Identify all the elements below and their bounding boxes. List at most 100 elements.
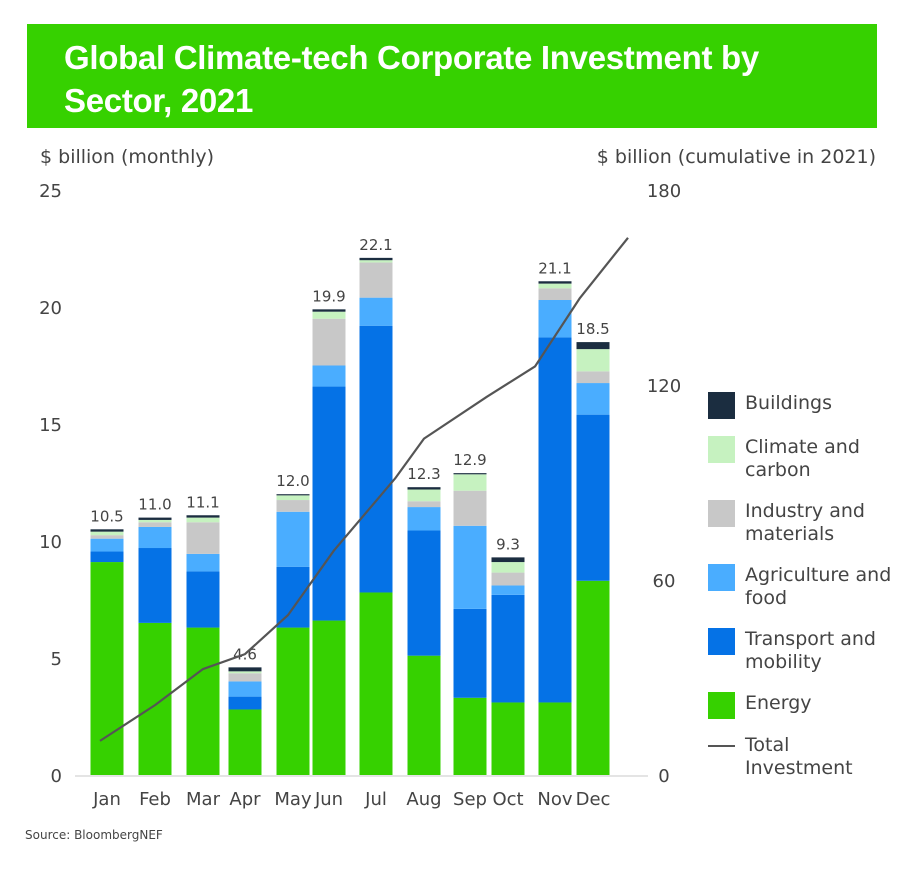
bar-segment-climate-and-carbon: [407, 489, 441, 502]
bar-segment-industry-and-materials: [491, 572, 525, 586]
bar-segment-energy: [359, 592, 393, 775]
bar-segment-buildings: [186, 515, 220, 518]
y-tick-label: 15: [39, 415, 62, 436]
bar-segment-climate-and-carbon: [138, 519, 172, 523]
y-tick-label: 20: [39, 298, 62, 319]
x-tick-label: May: [274, 789, 312, 810]
data-label: 12.0: [276, 472, 309, 490]
y-tick-label: 10: [39, 532, 62, 553]
bar-segment-climate-and-carbon: [453, 474, 487, 491]
bar-segment-transport-and-mobility: [138, 548, 172, 623]
data-label: 18.5: [576, 320, 609, 338]
y-tick-label: 25: [39, 181, 62, 202]
y-right-tick-label: 180: [647, 181, 681, 202]
x-tick-label: Dec: [576, 789, 611, 810]
bar-segment-energy: [576, 580, 610, 775]
bar-segment-industry-and-materials: [186, 522, 220, 554]
bar-segment-agriculture-and-food: [359, 297, 393, 326]
y-right-tick-label: 60: [653, 571, 676, 592]
bar-segment-transport-and-mobility: [312, 386, 346, 621]
chart-title: Global Climate-tech Corporate Investment…: [64, 39, 759, 119]
bar-segment-industry-and-materials: [576, 371, 610, 384]
bar-segment-buildings: [491, 557, 525, 563]
bar-segment-climate-and-carbon: [491, 562, 525, 573]
bar-segment-buildings: [359, 257, 393, 261]
bar-segment-industry-and-materials: [312, 318, 346, 366]
legend-label: Agriculture and food: [745, 564, 892, 609]
bar-segment-agriculture-and-food: [453, 525, 487, 609]
bar-segment-industry-and-materials: [276, 500, 310, 512]
legend-swatch: [708, 692, 735, 719]
x-tick-label: Nov: [537, 789, 572, 810]
legend-swatch: [708, 392, 735, 419]
bar-segment-agriculture-and-food: [228, 681, 262, 697]
bar-segment-energy: [453, 697, 487, 775]
bar-segment-climate-and-carbon: [276, 495, 310, 501]
bar-segment-agriculture-and-food: [276, 511, 310, 567]
bar-segment-buildings: [138, 517, 172, 520]
legend-label: Buildings: [745, 392, 832, 414]
bar-segment-transport-and-mobility: [491, 594, 525, 703]
bar-segment-industry-and-materials: [453, 490, 487, 526]
bar-segment-energy: [138, 622, 172, 775]
data-label: 10.5: [90, 507, 123, 525]
bar-segment-industry-and-materials: [228, 673, 262, 682]
total-investment-line: [99, 237, 629, 742]
bar-segment-climate-and-carbon: [90, 531, 124, 536]
legend-swatch: [708, 564, 735, 591]
legend-label: Total Investment: [745, 734, 853, 779]
bar-segment-agriculture-and-food: [138, 526, 172, 549]
bar-segment-transport-and-mobility: [186, 571, 220, 628]
legend-swatch: [708, 500, 735, 527]
legend-item: Agriculture and food: [708, 564, 895, 610]
legend-swatch: [708, 436, 735, 463]
bar-segment-transport-and-mobility: [538, 337, 572, 703]
bar-segment-industry-and-materials: [538, 288, 572, 300]
legend-label: Industry and materials: [745, 500, 865, 545]
bar-segment-buildings: [90, 529, 124, 532]
legend-item: Energy: [708, 692, 812, 719]
x-tick-label: Jul: [364, 789, 387, 810]
legend-item: Climate and carbon: [708, 436, 895, 482]
bar-segment-agriculture-and-food: [576, 383, 610, 415]
data-label: 9.3: [496, 535, 520, 553]
legend-label: Energy: [745, 692, 812, 714]
bar-segment-climate-and-carbon: [538, 283, 572, 289]
x-tick-label: Apr: [229, 789, 261, 810]
bar-segment-transport-and-mobility: [276, 566, 310, 628]
title-banner: Global Climate-tech Corporate Investment…: [27, 24, 877, 128]
y-tick-label: 0: [51, 766, 62, 787]
bar-segment-energy: [90, 562, 124, 775]
legend-item: Buildings: [708, 392, 832, 419]
bar-segment-buildings: [407, 487, 441, 490]
bar-segment-transport-and-mobility: [228, 696, 262, 710]
legend-label: Climate and carbon: [745, 436, 860, 481]
bar-segment-energy: [228, 709, 262, 775]
bar-segment-transport-and-mobility: [453, 608, 487, 698]
bar-segment-industry-and-materials: [90, 535, 124, 539]
y-right-tick-label: 120: [647, 376, 681, 397]
legend-swatch: [708, 745, 735, 747]
bar-segment-industry-and-materials: [407, 501, 441, 508]
left-axis-title: $ billion (monthly): [40, 146, 215, 168]
bar-segment-buildings: [228, 667, 262, 672]
source-note: Source: BloombergNEF: [25, 828, 163, 842]
x-tick-label: Mar: [186, 789, 221, 810]
bar-segment-buildings: [276, 494, 310, 496]
bar-segment-transport-and-mobility: [576, 414, 610, 581]
bar-segment-industry-and-materials: [138, 522, 172, 527]
bar-segment-transport-and-mobility: [359, 325, 393, 593]
bar-segment-energy: [186, 627, 220, 775]
data-label: 11.0: [138, 496, 171, 514]
right-axis-title: $ billion (cumulative in 2021): [596, 146, 876, 168]
bar-segment-buildings: [576, 342, 610, 350]
data-label: 19.9: [312, 287, 345, 305]
y-tick-label: 5: [51, 649, 62, 670]
bar-segment-climate-and-carbon: [359, 260, 393, 263]
legend-item: Industry and materials: [708, 500, 895, 546]
bar-segment-climate-and-carbon: [576, 349, 610, 372]
bar-segment-buildings: [312, 309, 346, 312]
x-tick-label: Aug: [406, 789, 441, 810]
legend-item: Transport and mobility: [708, 628, 895, 674]
